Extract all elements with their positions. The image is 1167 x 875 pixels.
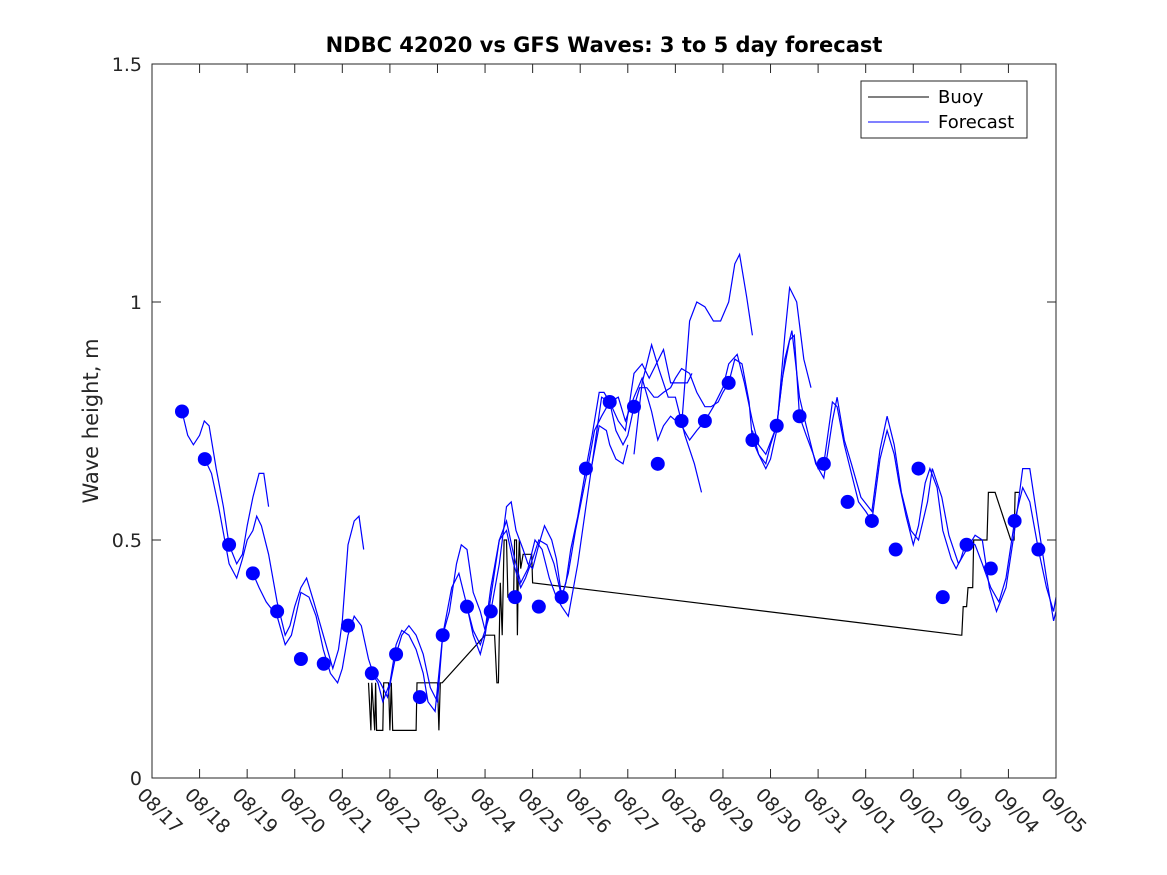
forecast-start-marker [389,647,404,662]
forecast-start-marker [270,604,285,619]
forecast-line [181,411,270,566]
forecast-start-marker [435,628,450,643]
y-tick-label: 1.5 [112,54,142,76]
forecast-start-marker [341,618,356,633]
forecast-start-marker [508,590,523,605]
forecast-start-marker [222,537,237,552]
forecast-start-marker [245,566,260,581]
y-tick-label: 0 [130,768,142,790]
forecast-line [633,342,703,493]
forecast-start-marker [626,399,641,414]
forecast-start-marker [959,537,974,552]
forecast-start-marker [459,599,474,614]
forecast-line [681,252,753,426]
forecast-start-marker [412,690,427,705]
legend-box [860,80,1028,139]
legend-label-forecast: Forecast [938,112,1014,133]
forecast-start-marker [650,456,665,471]
chart-title: NDBC 42020 vs GFS Waves: 3 to 5 day fore… [326,33,883,57]
forecast-start-marker [316,656,331,671]
forecast-start-marker [602,394,617,409]
forecast-start-marker [674,414,689,428]
forecast-line [751,285,812,470]
forecast-start-marker [197,452,212,467]
forecast-start-marker [483,604,498,619]
forecast-start-marker [888,542,903,557]
y-axis: 0 0.5 1 1.5 [112,54,1056,790]
y-tick-label: 0.5 [112,530,142,552]
legend: Buoy Forecast [860,80,1028,139]
forecast-line [252,333,1057,704]
forecast-start-marker [745,433,760,448]
y-axis-label: Wave height, m [79,338,103,503]
forecast-start-marker [840,494,855,509]
forecast-start-marker [935,590,950,605]
forecast-start-marker [293,652,308,666]
forecast-start-marker [769,418,784,433]
forecast-start-marker [816,456,831,471]
forecast-start-marker [911,461,926,476]
forecast-start-marker [1007,513,1022,528]
series-layer [181,252,1057,731]
forecast-start-marker [792,409,807,424]
y-tick-label: 1 [130,292,142,314]
marker-layer [174,375,1046,705]
axes-box [151,63,1057,779]
forecast-start-marker [697,414,712,428]
plot-area [152,64,1056,778]
forecast-start-marker [554,590,569,605]
forecast-start-marker [578,461,593,476]
forecast-start-marker [364,666,379,681]
forecast-start-marker [983,561,998,576]
forecast-start-marker [531,599,546,614]
legend-label-buoy: Buoy [938,87,984,108]
forecast-start-marker [1031,542,1046,557]
forecast-start-marker [174,404,189,419]
forecast-start-marker [721,375,736,390]
forecast-line [466,424,629,647]
forecast-start-marker [864,513,879,528]
